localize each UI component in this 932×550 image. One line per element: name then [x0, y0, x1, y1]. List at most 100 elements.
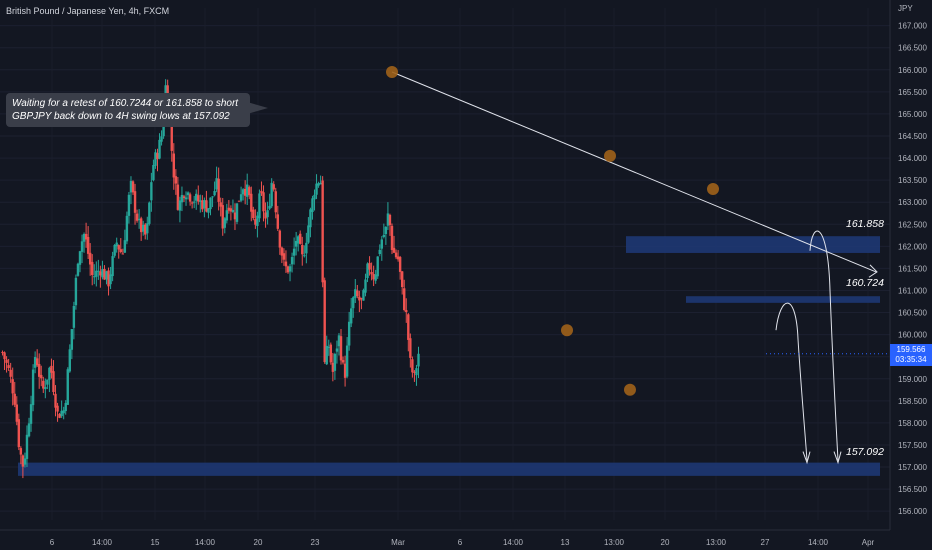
price-tick-label: 159.000 [898, 375, 927, 384]
candle-body [17, 419, 21, 448]
last-price-value: 159.566 [896, 345, 926, 354]
candle-body [407, 314, 410, 340]
swing-marker [624, 383, 636, 396]
candle-body [313, 194, 316, 200]
swing-marker [707, 182, 719, 195]
overlay-layer [386, 66, 890, 465]
candle-body [309, 209, 312, 228]
candle-body [131, 181, 135, 193]
candle-body [115, 242, 118, 247]
candle-body [227, 207, 231, 211]
candle-body [133, 191, 137, 213]
candle-body [27, 423, 31, 437]
candle-body [107, 270, 110, 287]
candle-body [278, 230, 282, 248]
candle-body [231, 209, 235, 213]
candle-body [248, 187, 251, 196]
candle-body [78, 251, 82, 265]
candle-body [225, 210, 229, 221]
candle-body [64, 402, 67, 412]
candle-body [290, 257, 294, 265]
candle-body [292, 248, 296, 256]
candle-body [347, 321, 351, 346]
candle-body [392, 247, 396, 253]
candle-body [260, 190, 263, 194]
trendline [391, 71, 877, 273]
price-tick-label: 164.000 [898, 154, 927, 163]
candle-body [315, 183, 318, 195]
time-tick-label: 6 [458, 538, 463, 547]
candle-body [33, 356, 37, 368]
candle-body [84, 233, 88, 240]
time-tick-label: 15 [151, 538, 160, 547]
candle-body [274, 191, 277, 213]
candle-body [258, 193, 261, 219]
candle-body [288, 266, 292, 272]
candle-body [74, 277, 78, 306]
candle-body [178, 200, 182, 211]
candle-body [101, 269, 104, 278]
time-axis[interactable]: 6 14:00 15 14:00 20 23 Mar 6 14:00 13 13:00 20 13:00… [50, 538, 875, 547]
candle-body [376, 256, 379, 277]
candle-body [380, 239, 383, 249]
candle-body [180, 194, 184, 203]
candle-body [205, 200, 208, 212]
time-tick-label: 13:00 [604, 538, 625, 547]
candle-body [125, 215, 129, 242]
grid-layer [0, 8, 890, 520]
candle-body [158, 139, 161, 159]
candle-body [243, 188, 247, 196]
candle-body [139, 218, 143, 233]
candle-body [170, 121, 173, 151]
candle-body [337, 335, 341, 347]
candle-body [388, 214, 392, 226]
candle-body [223, 218, 226, 228]
candle-body [31, 369, 35, 406]
price-tick-label: 164.500 [898, 132, 927, 141]
price-tick-label: 156.500 [898, 485, 927, 494]
candle-body [146, 223, 149, 234]
candle-body [111, 256, 114, 277]
candle-body [262, 192, 265, 212]
price-zone [626, 236, 880, 253]
candle-body [7, 365, 10, 369]
candle-body [160, 136, 163, 142]
price-axis[interactable]: 156.000 156.500 157.000 157.500 158.000 158.5… [898, 22, 927, 517]
candle-body [403, 288, 406, 311]
time-tick-label: 27 [761, 538, 770, 547]
candle-body [76, 263, 80, 276]
candle-body [82, 233, 86, 242]
time-tick-label: 20 [254, 538, 263, 547]
candle-body [335, 348, 339, 352]
candle-body [29, 404, 33, 424]
candle-body [156, 153, 159, 160]
candle-body [70, 329, 74, 350]
projection-arrow [809, 230, 839, 461]
candle-body [174, 176, 178, 184]
candle-body [319, 182, 322, 185]
candle-body [109, 274, 112, 285]
candle-body [50, 365, 53, 373]
candle-body [97, 270, 100, 272]
candle-body [60, 410, 63, 417]
candle-body [199, 200, 202, 202]
price-tick-label: 165.500 [898, 88, 927, 97]
candle-body [370, 271, 373, 275]
price-axis-bg[interactable] [890, 0, 932, 550]
time-tick-label: 20 [661, 538, 670, 547]
candle-body [19, 448, 23, 455]
candle-body [162, 119, 165, 137]
candle-body [382, 234, 386, 237]
candle-body [154, 152, 157, 166]
candle-body [186, 192, 190, 196]
candle-body [135, 213, 139, 221]
candle-body [409, 338, 412, 358]
candle-body [299, 233, 302, 244]
trade-idea-callout[interactable]: Waiting for a retest of 160.7244 or 161.… [6, 93, 250, 127]
candle-body [184, 197, 188, 200]
candle-body [88, 252, 92, 265]
zone-layer [18, 236, 880, 476]
candle-body [323, 280, 326, 363]
candle-body [339, 336, 343, 361]
